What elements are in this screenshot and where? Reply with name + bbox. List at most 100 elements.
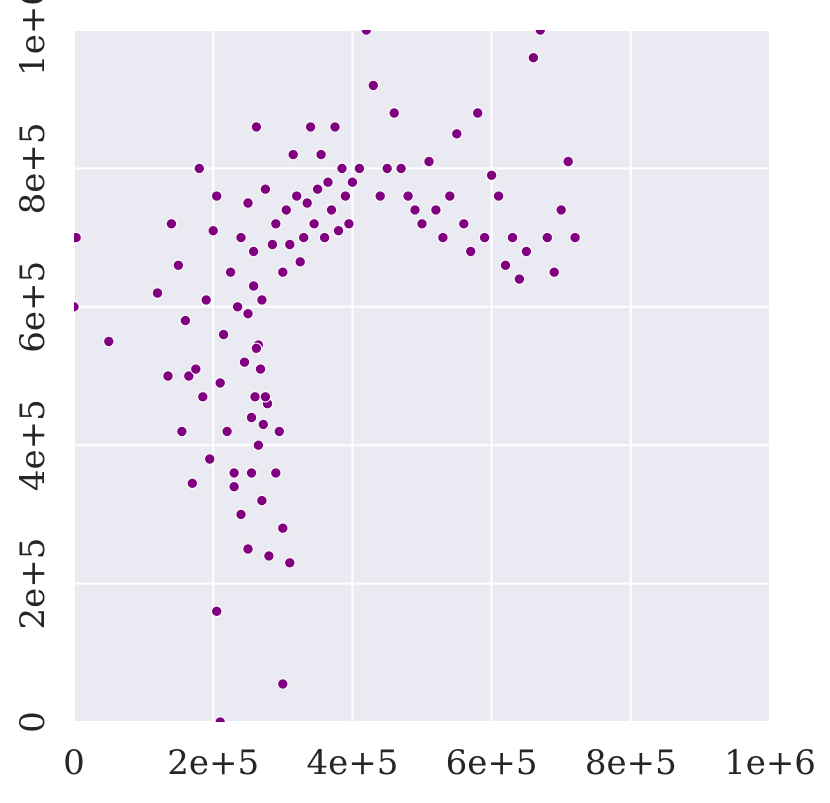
scatter-point	[322, 176, 334, 188]
scatter-point	[381, 162, 393, 175]
scatter-point	[249, 391, 261, 403]
scatter-point	[270, 467, 282, 479]
scatter-point	[235, 231, 247, 244]
scatter-point	[211, 605, 223, 617]
scatter-point	[277, 266, 289, 278]
x-tick-label: 1e+6	[724, 743, 816, 783]
scatter-point	[430, 204, 442, 216]
scatter-point	[263, 550, 275, 562]
scatter-point	[257, 418, 269, 431]
scatter-point	[151, 287, 164, 299]
scatter-point	[339, 190, 352, 202]
scatter-point	[259, 183, 272, 195]
scatter-point	[231, 301, 244, 313]
scatter-point	[247, 245, 260, 258]
scatter-point	[534, 30, 546, 36]
scatter-point	[214, 716, 226, 722]
scatter-point	[360, 30, 372, 36]
scatter-point	[374, 190, 386, 202]
x-tick-label: 6e+5	[446, 743, 538, 783]
x-tick-label: 4e+5	[306, 743, 398, 783]
scatter-point	[179, 314, 192, 327]
scatter-point	[541, 231, 553, 244]
scatter-point	[250, 121, 263, 133]
scatter-point	[353, 162, 366, 175]
scatter-point	[224, 266, 237, 278]
scatter-point	[235, 508, 247, 521]
scatter-point	[499, 259, 512, 271]
scatter-point	[367, 79, 379, 92]
scatter-point	[200, 294, 212, 306]
scatter-point	[478, 231, 491, 244]
scatter-point	[569, 231, 581, 244]
scatter-point	[256, 294, 268, 306]
scatter-point	[315, 148, 327, 161]
scatter-point	[162, 370, 174, 382]
y-tick-label: 8e+5	[13, 122, 53, 214]
scatter-point	[193, 162, 206, 175]
scatter-point	[451, 128, 463, 140]
scatter-point	[247, 280, 260, 292]
scatter-point	[318, 231, 331, 244]
scatter-point	[242, 308, 254, 320]
y-tick-label: 0	[13, 711, 53, 733]
scatter-point	[197, 391, 209, 403]
scatter-point	[444, 190, 456, 202]
scatter-point	[343, 218, 355, 230]
scatter-point	[221, 425, 233, 438]
scatter-point	[284, 557, 296, 569]
scatter-point	[186, 477, 199, 489]
y-tick-label: 2e+5	[13, 538, 53, 630]
scatter-point	[416, 218, 428, 230]
scatter-point	[245, 467, 258, 479]
scatter-point	[103, 335, 115, 348]
scatter-point	[562, 155, 574, 168]
scatter-point	[172, 259, 185, 271]
scatter-point	[423, 155, 435, 168]
scatter-point	[284, 238, 296, 251]
scatter-point	[176, 425, 188, 438]
scatter-point	[336, 162, 348, 175]
grid-lines	[73, 29, 771, 723]
scatter-point	[74, 231, 82, 244]
y-tick-label: 4e+5	[13, 399, 53, 491]
scatter-point	[308, 218, 320, 230]
scatter-point	[555, 204, 567, 216]
scatter-point	[332, 225, 345, 237]
scatter-point	[301, 197, 313, 209]
scatter-point	[506, 231, 519, 244]
scatter-point	[325, 204, 338, 216]
x-tick-label: 2e+5	[167, 743, 259, 783]
plot-area	[74, 30, 770, 722]
scatter-point	[277, 522, 289, 534]
scatter-point	[217, 328, 230, 341]
scatter-point	[254, 363, 267, 375]
y-tick-label: 6e+5	[13, 261, 53, 353]
y-tick-label: 1e+6	[13, 0, 53, 76]
scatter-point	[266, 238, 279, 251]
scatter-point	[270, 218, 282, 230]
scatter-point	[238, 356, 251, 368]
scatter-point	[485, 169, 498, 182]
scatter-point	[252, 439, 265, 451]
scatter-point	[211, 190, 223, 202]
scatter-point	[273, 425, 285, 438]
y-axis-ticks: 0 2e+5 4e+5 6e+5 8e+5 1e+6	[13, 0, 53, 733]
scatter-point	[304, 121, 317, 133]
scatter-point	[287, 148, 299, 161]
x-tick-label: 8e+5	[585, 743, 677, 783]
scatter-point	[409, 204, 421, 216]
scatter-point	[259, 391, 272, 403]
data-points	[74, 30, 581, 722]
scatter-point	[165, 218, 178, 230]
scatter-point	[280, 204, 292, 216]
scatter-point	[294, 256, 306, 268]
scatter-point	[183, 370, 195, 382]
scatter-point	[548, 266, 560, 278]
scatter-point	[228, 467, 240, 479]
scatter-point	[465, 245, 477, 258]
scatter-point	[74, 301, 80, 313]
scatter-point	[228, 481, 240, 493]
scatter-point	[190, 363, 202, 375]
